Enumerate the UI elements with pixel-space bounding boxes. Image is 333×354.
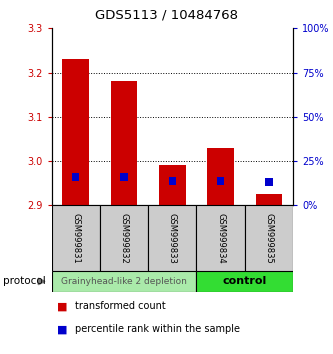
Bar <box>52 271 196 292</box>
Text: ■: ■ <box>57 301 67 311</box>
Text: GSM999835: GSM999835 <box>264 213 273 263</box>
Bar <box>52 205 100 271</box>
Text: ■: ■ <box>57 324 67 334</box>
Text: GSM999831: GSM999831 <box>71 213 80 263</box>
Text: GSM999834: GSM999834 <box>216 213 225 263</box>
Text: GDS5113 / 10484768: GDS5113 / 10484768 <box>95 9 238 22</box>
Bar <box>196 271 293 292</box>
Bar <box>100 205 148 271</box>
Bar <box>72 173 79 181</box>
Bar <box>148 205 196 271</box>
Bar <box>159 165 185 205</box>
Bar <box>121 173 128 181</box>
Text: control: control <box>223 276 267 286</box>
Bar <box>111 81 137 205</box>
Text: Grainyhead-like 2 depletion: Grainyhead-like 2 depletion <box>61 277 187 286</box>
Text: GSM999832: GSM999832 <box>120 213 129 263</box>
Bar <box>169 177 176 185</box>
Bar <box>63 59 89 205</box>
Text: GSM999833: GSM999833 <box>168 213 177 263</box>
Text: transformed count: transformed count <box>75 301 166 311</box>
Bar <box>207 148 234 205</box>
Bar <box>217 177 224 185</box>
Bar <box>256 194 282 205</box>
Bar <box>196 205 245 271</box>
Text: percentile rank within the sample: percentile rank within the sample <box>75 324 240 334</box>
Bar <box>265 178 272 186</box>
Text: protocol: protocol <box>3 276 46 286</box>
Bar <box>245 205 293 271</box>
